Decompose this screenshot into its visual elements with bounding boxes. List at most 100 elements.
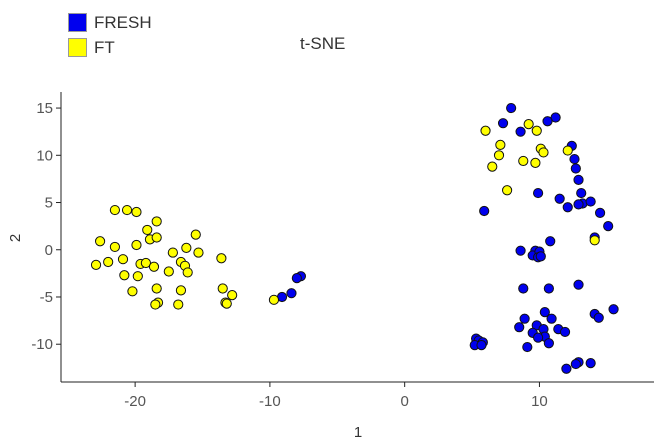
legend-swatch-ft	[68, 38, 87, 57]
point-fresh	[515, 245, 526, 256]
point-fresh	[543, 283, 554, 294]
point-fresh	[569, 153, 580, 165]
y-tick-label: 15	[36, 100, 53, 117]
point-fresh	[585, 358, 596, 369]
point-fresh	[476, 340, 487, 351]
point-ft	[175, 285, 187, 296]
point-fresh	[573, 199, 584, 210]
point-ft	[589, 235, 600, 246]
y-axis-label: 2	[7, 234, 24, 242]
y-tick-label: 10	[36, 147, 53, 164]
point-ft	[150, 299, 161, 310]
point-ft	[518, 155, 529, 167]
point-fresh	[585, 196, 596, 207]
point-ft	[268, 294, 280, 305]
legend-label-fresh: FRESH	[94, 12, 152, 32]
point-ft	[151, 283, 162, 294]
point-fresh	[518, 283, 529, 294]
point-fresh	[542, 116, 553, 127]
point-ft	[217, 283, 228, 294]
point-ft	[221, 298, 232, 309]
point-fresh	[535, 251, 546, 262]
point-fresh	[539, 306, 550, 318]
point-ft	[523, 119, 534, 130]
point-fresh	[562, 202, 573, 213]
point-ft	[151, 232, 162, 243]
point-ft	[117, 254, 129, 265]
point-ft	[173, 299, 184, 310]
point-fresh	[570, 163, 581, 174]
point-ft	[167, 247, 178, 258]
point-fresh	[545, 236, 556, 247]
x-axis-label: 1	[354, 424, 362, 440]
point-ft	[109, 241, 121, 253]
point-ft	[109, 204, 121, 216]
point-fresh	[573, 174, 584, 185]
point-ft	[181, 242, 192, 253]
legend-swatch-fresh	[68, 13, 87, 32]
point-ft	[94, 236, 106, 247]
point-fresh	[561, 363, 572, 374]
y-tick-label: -10	[31, 336, 53, 353]
point-ft	[216, 253, 227, 264]
y-axis-ticks: -10 -5 0 5 10 15	[31, 100, 61, 353]
point-fresh	[532, 332, 544, 343]
point-ft	[530, 157, 541, 168]
point-fresh	[532, 187, 544, 199]
point-ft	[487, 161, 498, 172]
plot-markers	[90, 102, 619, 374]
point-fresh	[543, 338, 554, 349]
point-fresh	[497, 118, 509, 129]
point-ft	[119, 270, 130, 281]
y-tick-label: 5	[45, 195, 53, 212]
point-fresh	[546, 313, 557, 324]
point-ft	[163, 266, 174, 277]
x-tick-label: 10	[531, 393, 548, 410]
point-ft	[501, 185, 513, 196]
point-fresh	[515, 126, 526, 137]
point-ft	[148, 261, 160, 272]
point-ft	[131, 239, 142, 251]
point-ft	[142, 224, 153, 236]
chart-title: t-SNE	[300, 34, 346, 53]
point-fresh	[603, 221, 614, 232]
point-ft	[531, 125, 542, 136]
point-fresh	[593, 312, 604, 323]
legend: FRESH FT	[68, 10, 152, 60]
point-ft	[538, 147, 549, 158]
point-fresh	[594, 207, 606, 219]
point-fresh	[608, 304, 619, 315]
point-ft	[103, 256, 114, 268]
point-fresh	[554, 193, 565, 204]
point-ft	[182, 267, 193, 278]
point-fresh	[576, 187, 587, 199]
point-ft	[190, 229, 201, 240]
point-ft	[227, 289, 238, 301]
point-ft	[140, 257, 152, 269]
y-tick-label: 0	[45, 242, 53, 259]
point-ft	[151, 216, 162, 227]
legend-item-fresh: FRESH	[68, 10, 152, 35]
point-ft	[493, 150, 505, 161]
point-ft	[480, 125, 491, 136]
point-ft	[132, 271, 143, 282]
point-fresh	[519, 313, 530, 324]
legend-label-ft: FT	[94, 37, 115, 57]
point-fresh	[506, 102, 517, 114]
point-fresh	[479, 205, 490, 217]
point-fresh	[573, 279, 584, 290]
legend-item-ft: FT	[68, 35, 152, 60]
point-fresh	[522, 341, 533, 353]
y-tick-label: -5	[40, 289, 53, 306]
point-fresh	[559, 326, 571, 338]
point-ft	[121, 204, 133, 216]
point-ft	[131, 206, 142, 218]
point-ft	[562, 145, 573, 156]
x-tick-label: -10	[259, 393, 281, 410]
point-ft	[127, 286, 138, 297]
point-fresh	[550, 112, 561, 123]
point-fresh	[570, 358, 581, 370]
point-fresh	[286, 288, 297, 299]
point-ft	[90, 259, 102, 270]
